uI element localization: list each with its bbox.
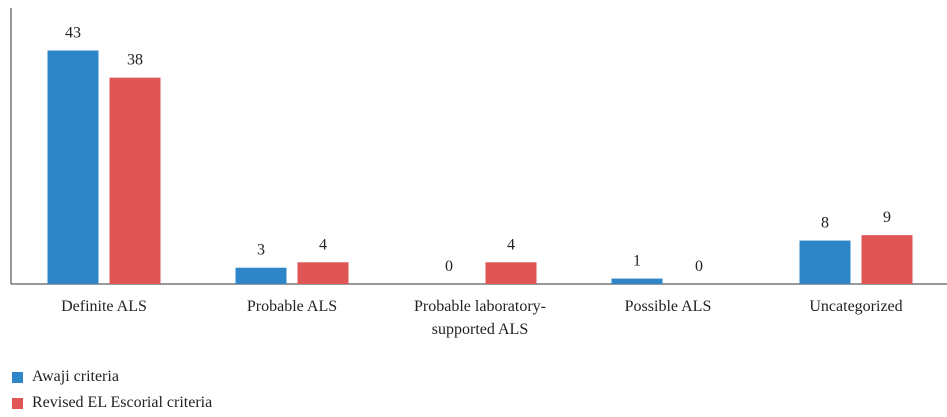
- category-label-line: Definite ALS: [61, 298, 147, 315]
- legend-swatch-awaji: [12, 371, 23, 383]
- data-label-awaji-criteria-probable-laboratory-supported-als: 0: [445, 258, 453, 275]
- category-label-line: supported ALS: [432, 321, 528, 338]
- bar-chart: 43 38 3 4 0 4 1 0 8 9 Definite ALS Probable ALS Pro…: [10, 8, 947, 338]
- data-labels-layer: 43 38 3 4 0 4 1 0 8 9: [65, 25, 891, 275]
- bars-layer: [47, 50, 913, 285]
- data-label-awaji-criteria-possible-als: 1: [633, 253, 641, 270]
- data-label-revised-el-escorial-criteria-definite-als: 38: [127, 52, 143, 69]
- category-label-probable-als: Probable ALS: [247, 298, 337, 315]
- category-label-line: Possible ALS: [625, 298, 712, 315]
- bar-revised-el-escorial-criteria-probable-laboratory-supported-als: [485, 262, 537, 284]
- legend-label-awaji: Awaji criteria: [32, 368, 119, 385]
- data-label-revised-el-escorial-criteria-probable-laboratory-supported-als: 4: [507, 236, 515, 253]
- bar-revised-el-escorial-criteria-definite-als: [109, 77, 161, 284]
- legend-label-escorial: Revised EL Escorial criteria: [32, 394, 213, 411]
- category-label-probable-laboratory-supported-als: Probable laboratory-supported ALS: [414, 298, 546, 338]
- legend: Awaji criteria Revised EL Escorial crite…: [12, 364, 212, 416]
- bar-awaji-criteria-definite-als: [47, 50, 99, 285]
- data-label-awaji-criteria-definite-als: 43: [65, 25, 81, 42]
- category-label-possible-als: Possible ALS: [625, 298, 712, 315]
- category-label-line: Uncategorized: [809, 298, 902, 315]
- bar-revised-el-escorial-criteria-uncategorized: [861, 235, 913, 284]
- bar-awaji-criteria-probable-als: [235, 267, 287, 284]
- data-label-awaji-criteria-uncategorized: 8: [821, 215, 829, 232]
- bar-awaji-criteria-possible-als: [611, 278, 663, 284]
- legend-item-escorial: Revised EL Escorial criteria: [12, 390, 212, 416]
- data-label-revised-el-escorial-criteria-uncategorized: 9: [883, 209, 891, 226]
- data-label-revised-el-escorial-criteria-possible-als: 0: [695, 258, 703, 275]
- legend-swatch-escorial: [12, 397, 23, 409]
- bar-awaji-criteria-uncategorized: [799, 240, 851, 284]
- category-label-line: Probable ALS: [247, 298, 337, 315]
- category-label-definite-als: Definite ALS: [61, 298, 147, 315]
- category-label-line: Probable laboratory-: [414, 298, 546, 315]
- data-label-awaji-criteria-probable-als: 3: [257, 242, 265, 259]
- category-label-uncategorized: Uncategorized: [809, 298, 902, 315]
- category-labels-layer: Definite ALS Probable ALS Probable laborat…: [61, 298, 903, 338]
- data-label-revised-el-escorial-criteria-probable-als: 4: [319, 236, 327, 253]
- bar-revised-el-escorial-criteria-probable-als: [297, 262, 349, 284]
- legend-item-awaji: Awaji criteria: [12, 364, 212, 390]
